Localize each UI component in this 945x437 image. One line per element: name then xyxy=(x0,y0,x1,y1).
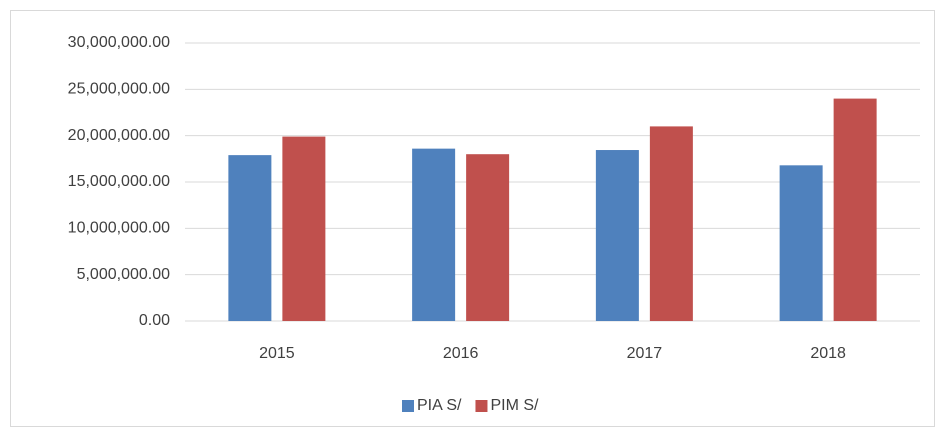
x-tick-label: 2017 xyxy=(627,345,663,362)
bar xyxy=(649,126,693,322)
y-tick-label: 15,000,000.00 xyxy=(68,173,170,190)
bar xyxy=(595,150,639,321)
legend-swatch xyxy=(475,400,488,412)
y-tick-label: 0.00 xyxy=(139,312,170,329)
bar xyxy=(779,165,823,321)
bar xyxy=(228,155,272,321)
bar xyxy=(282,136,326,321)
bar xyxy=(466,154,510,321)
y-tick-label: 20,000,000.00 xyxy=(68,127,170,144)
x-tick-label: 2015 xyxy=(259,345,295,362)
legend-label: PIM S/ xyxy=(490,397,539,414)
legend-label: PIA S/ xyxy=(417,397,462,414)
y-tick-label: 25,000,000.00 xyxy=(68,81,170,98)
legend-swatch xyxy=(402,400,414,412)
x-tick-label: 2016 xyxy=(443,345,479,362)
x-tick-label: 2018 xyxy=(810,345,846,362)
bar xyxy=(412,148,456,321)
y-tick-label: 10,000,000.00 xyxy=(68,220,170,237)
y-tick-label: 30,000,000.00 xyxy=(68,34,170,51)
bar xyxy=(833,98,877,321)
y-tick-label: 5,000,000.00 xyxy=(77,266,171,283)
